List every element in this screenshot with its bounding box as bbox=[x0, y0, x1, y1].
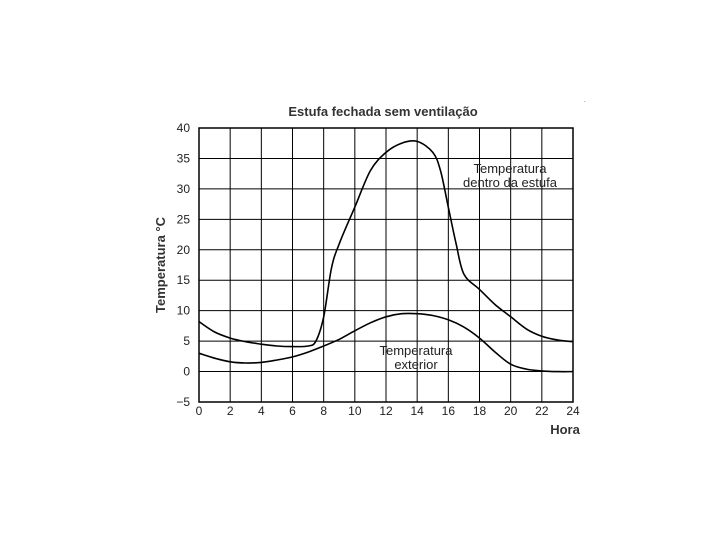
y-tick-label: 15 bbox=[177, 273, 191, 287]
x-tick-label: 12 bbox=[379, 404, 393, 418]
x-tick-label: 6 bbox=[289, 404, 296, 418]
y-tick-label: −5 bbox=[176, 395, 190, 409]
annotation-inside-line1: Temperatura bbox=[474, 161, 548, 176]
x-tick-label: 14 bbox=[410, 404, 424, 418]
x-tick-label: 22 bbox=[535, 404, 549, 418]
y-tick-label: 5 bbox=[183, 334, 190, 348]
plot-frame bbox=[198, 127, 574, 403]
annotation-exterior-line2: exterior bbox=[394, 357, 438, 372]
annotation-exterior-line1: Temperatura bbox=[380, 343, 454, 358]
chart-title: Estufa fechada sem ventilação bbox=[288, 104, 477, 119]
x-tick-label: 20 bbox=[504, 404, 518, 418]
x-tick-label: 10 bbox=[348, 404, 362, 418]
x-axis-ticks: 0 2 4 6 8 10 12 14 16 18 20 22 24 bbox=[196, 404, 580, 418]
series-lines bbox=[198, 139, 574, 373]
y-tick-label: 10 bbox=[177, 304, 191, 318]
x-tick-label: 4 bbox=[258, 404, 265, 418]
annotation-inside: Temperatura dentro da estufa bbox=[463, 161, 558, 190]
y-tick-label: 35 bbox=[177, 151, 191, 165]
x-tick-label: 16 bbox=[442, 404, 456, 418]
x-tick-label: 0 bbox=[196, 404, 203, 418]
series-line-inside bbox=[198, 139, 574, 348]
x-axis-label: Hora bbox=[550, 422, 580, 437]
annotation-inside-line2: dentro da estufa bbox=[463, 175, 558, 190]
y-tick-label: 20 bbox=[177, 243, 191, 257]
x-tick-label: 18 bbox=[473, 404, 487, 418]
y-tick-label: 30 bbox=[177, 182, 191, 196]
y-axis-ticks: −5 0 5 10 15 20 25 30 35 40 bbox=[176, 121, 190, 409]
y-axis-label: Temperatura °C bbox=[153, 216, 168, 313]
x-tick-label: 2 bbox=[227, 404, 234, 418]
y-tick-label: 0 bbox=[183, 365, 190, 379]
series-line-exterior bbox=[198, 312, 574, 373]
x-tick-label: 8 bbox=[320, 404, 327, 418]
y-tick-label: 40 bbox=[177, 121, 191, 135]
stray-dot: . bbox=[584, 98, 586, 104]
annotation-exterior: Temperatura exterior bbox=[380, 343, 454, 372]
x-tick-label: 24 bbox=[566, 404, 580, 418]
y-tick-label: 25 bbox=[177, 212, 191, 226]
